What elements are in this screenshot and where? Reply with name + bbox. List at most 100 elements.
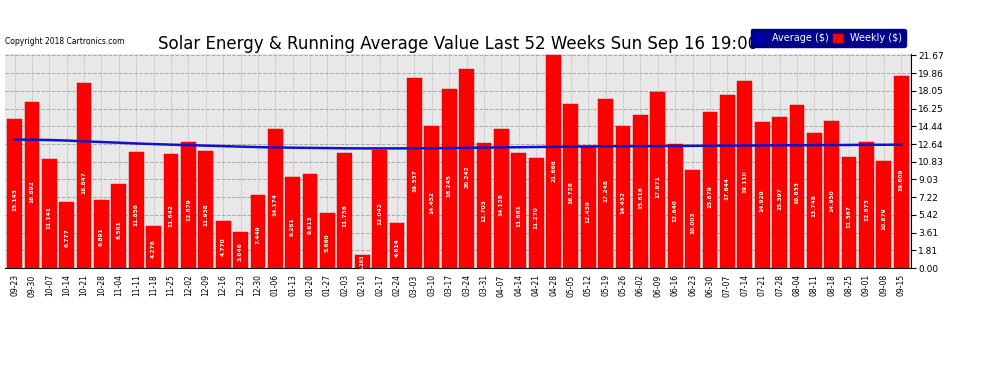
- Bar: [685, 170, 700, 268]
- Text: 16.633: 16.633: [794, 182, 799, 204]
- Bar: [668, 144, 682, 268]
- Text: 12.703: 12.703: [481, 200, 486, 222]
- Text: 12.879: 12.879: [186, 199, 191, 221]
- Bar: [703, 112, 718, 268]
- Text: 9.613: 9.613: [308, 215, 313, 234]
- Text: 11.736: 11.736: [343, 204, 347, 226]
- Text: 20.242: 20.242: [464, 165, 469, 188]
- Bar: [842, 156, 856, 268]
- Bar: [25, 102, 40, 268]
- Legend: Average ($), Weekly ($): Average ($), Weekly ($): [750, 29, 906, 47]
- Bar: [285, 177, 300, 268]
- Text: 4.614: 4.614: [395, 238, 400, 256]
- Bar: [616, 126, 631, 268]
- Bar: [529, 158, 544, 268]
- Text: 15.397: 15.397: [777, 187, 782, 210]
- Text: 17.644: 17.644: [725, 177, 730, 200]
- Text: 15.143: 15.143: [12, 188, 17, 211]
- Bar: [390, 223, 404, 268]
- Text: 11.858: 11.858: [134, 203, 139, 226]
- Text: 11.141: 11.141: [47, 206, 51, 229]
- Text: 10.879: 10.879: [881, 208, 886, 230]
- Title: Solar Energy & Running Average Value Last 52 Weeks Sun Sep 16 19:00: Solar Energy & Running Average Value Las…: [157, 35, 758, 53]
- Bar: [807, 133, 822, 268]
- Text: 6.891: 6.891: [99, 228, 104, 246]
- Text: 11.642: 11.642: [168, 204, 173, 227]
- Bar: [59, 202, 74, 268]
- Text: 19.110: 19.110: [742, 171, 747, 193]
- Bar: [825, 122, 840, 268]
- Bar: [372, 150, 387, 268]
- Text: 13.748: 13.748: [812, 195, 817, 217]
- Bar: [303, 174, 318, 268]
- Bar: [354, 255, 369, 268]
- Text: 14.432: 14.432: [621, 192, 626, 214]
- Bar: [76, 83, 91, 268]
- Text: 18.847: 18.847: [81, 172, 86, 195]
- Bar: [494, 129, 509, 268]
- Bar: [772, 117, 787, 268]
- Text: 14.929: 14.929: [759, 189, 764, 212]
- Text: Copyright 2018 Cartronics.com: Copyright 2018 Cartronics.com: [5, 37, 125, 46]
- Text: 5.660: 5.660: [325, 233, 330, 252]
- Text: 8.561: 8.561: [117, 220, 122, 239]
- Bar: [129, 152, 144, 268]
- Bar: [894, 76, 909, 268]
- Text: 11.681: 11.681: [516, 204, 521, 227]
- Bar: [876, 161, 891, 268]
- Text: 11.938: 11.938: [203, 203, 208, 226]
- Text: 19.609: 19.609: [899, 168, 904, 191]
- Text: 16.892: 16.892: [30, 180, 35, 203]
- Bar: [181, 142, 196, 268]
- Bar: [250, 195, 265, 268]
- Bar: [738, 81, 752, 268]
- Text: 14.128: 14.128: [499, 193, 504, 216]
- Bar: [546, 56, 561, 268]
- Bar: [320, 213, 335, 268]
- Text: 1.293: 1.293: [359, 254, 364, 270]
- Bar: [476, 144, 491, 268]
- Bar: [163, 154, 178, 268]
- Text: 17.248: 17.248: [603, 179, 608, 202]
- Bar: [859, 142, 874, 268]
- Bar: [216, 221, 231, 268]
- Bar: [94, 201, 109, 268]
- Bar: [459, 69, 474, 268]
- Bar: [112, 184, 126, 268]
- Bar: [234, 232, 248, 268]
- Text: 21.666: 21.666: [551, 159, 556, 182]
- Text: 11.367: 11.367: [846, 206, 851, 228]
- Bar: [42, 159, 56, 268]
- Bar: [147, 226, 161, 268]
- Bar: [425, 126, 440, 268]
- Bar: [720, 95, 735, 268]
- Text: 4.276: 4.276: [151, 240, 156, 258]
- Text: 14.174: 14.174: [273, 193, 278, 216]
- Text: 12.439: 12.439: [586, 201, 591, 223]
- Bar: [7, 120, 22, 268]
- Text: 9.261: 9.261: [290, 217, 295, 236]
- Text: 4.770: 4.770: [221, 237, 226, 256]
- Text: 12.640: 12.640: [673, 200, 678, 222]
- Text: 14.452: 14.452: [430, 192, 435, 214]
- Text: 15.879: 15.879: [708, 185, 713, 208]
- Text: 7.449: 7.449: [255, 225, 260, 244]
- Bar: [338, 153, 352, 268]
- Bar: [512, 153, 526, 268]
- Bar: [442, 89, 456, 268]
- Text: 3.646: 3.646: [238, 242, 243, 261]
- Text: 11.270: 11.270: [534, 206, 539, 229]
- Text: 17.971: 17.971: [655, 176, 660, 198]
- Bar: [598, 99, 613, 268]
- Bar: [563, 104, 578, 268]
- Bar: [268, 129, 283, 268]
- Text: 12.042: 12.042: [377, 202, 382, 225]
- Text: 6.777: 6.777: [64, 228, 69, 247]
- Text: 15.616: 15.616: [638, 186, 643, 209]
- Text: 19.337: 19.337: [412, 170, 417, 192]
- Bar: [633, 115, 647, 268]
- Bar: [754, 122, 769, 268]
- Bar: [650, 92, 665, 268]
- Text: 16.728: 16.728: [568, 181, 573, 204]
- Text: 18.245: 18.245: [446, 174, 451, 197]
